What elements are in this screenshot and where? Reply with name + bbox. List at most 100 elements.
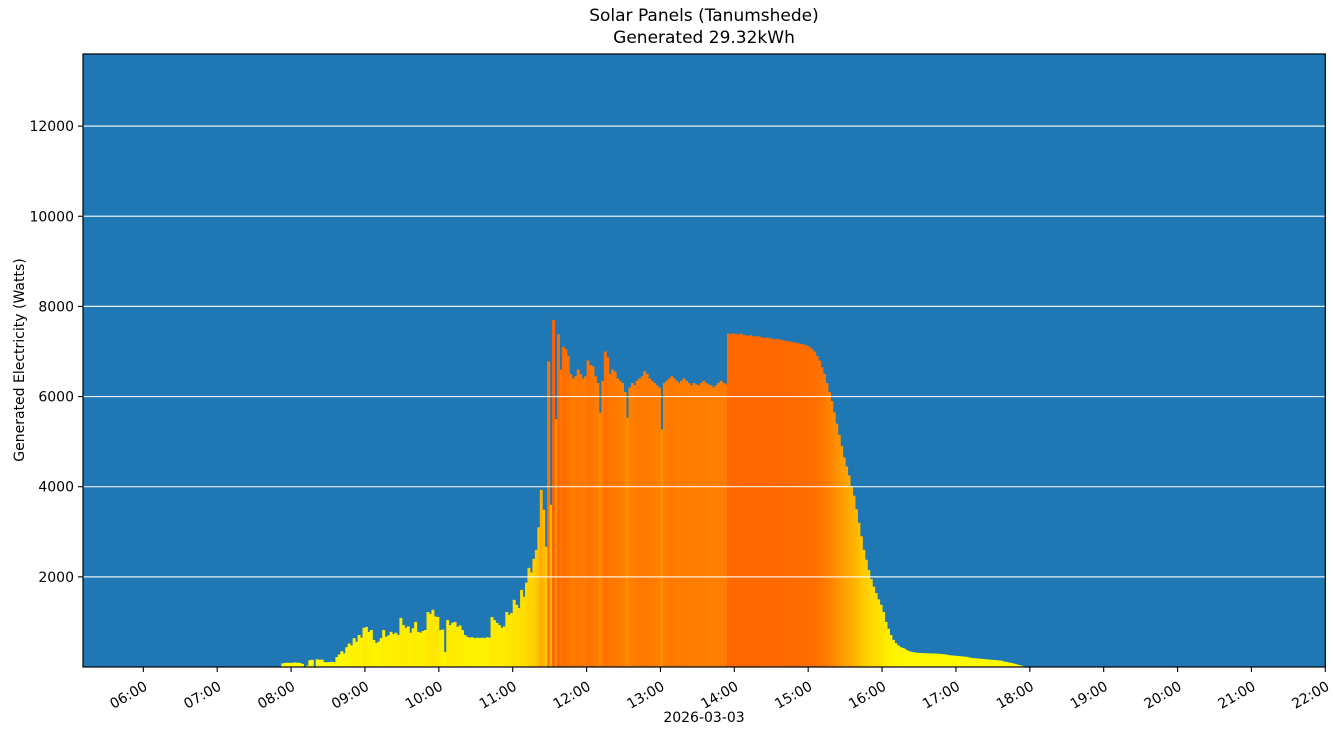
bar — [579, 374, 583, 667]
bar — [862, 549, 866, 667]
bar — [495, 622, 499, 667]
bar — [859, 536, 863, 667]
bar — [761, 337, 765, 667]
bar — [569, 374, 573, 667]
bar — [409, 632, 413, 667]
bar — [520, 589, 524, 667]
bar — [416, 631, 420, 667]
bar — [463, 635, 467, 667]
gridlines — [83, 125, 1326, 578]
bar — [645, 374, 649, 667]
bar — [758, 337, 762, 667]
bar — [882, 612, 886, 667]
bar — [586, 360, 590, 667]
bar — [497, 625, 501, 667]
bar — [525, 582, 528, 667]
bar — [827, 392, 831, 667]
x-axis-ticks: 06:00 07:00 08:00 09:00 10:00 11:00 12:00 13:00… — [107, 667, 1332, 713]
bar — [507, 614, 511, 667]
bar — [980, 658, 984, 667]
bar — [818, 360, 821, 667]
bar — [911, 652, 915, 667]
bar — [909, 651, 913, 667]
bar — [1000, 660, 1004, 667]
bar — [561, 346, 565, 667]
bar — [377, 641, 381, 667]
bar — [973, 658, 977, 667]
bar — [549, 504, 553, 667]
bar — [822, 374, 826, 667]
bar — [438, 630, 442, 667]
bar — [677, 383, 681, 667]
bar — [522, 596, 526, 667]
bar — [350, 645, 354, 667]
bar — [896, 645, 900, 667]
bar — [406, 626, 410, 667]
bar — [392, 634, 395, 667]
chart-title-line2: Generated 29.32kWh — [613, 28, 795, 48]
bar — [493, 620, 496, 667]
x-tick-label: 10:00 — [403, 679, 446, 713]
bar — [899, 647, 903, 667]
bar — [788, 341, 792, 667]
bar — [975, 658, 979, 667]
bar — [682, 378, 686, 667]
bar — [527, 567, 531, 667]
bar — [596, 383, 600, 667]
bar — [564, 349, 568, 667]
y-tick-label: 8000 — [38, 299, 74, 315]
bar — [749, 335, 753, 667]
bar — [815, 355, 819, 667]
bar — [694, 384, 698, 667]
bar — [443, 652, 447, 667]
bar — [399, 617, 403, 667]
x-tick-label: 08:00 — [255, 679, 298, 713]
bar — [554, 419, 558, 667]
bar — [332, 662, 336, 667]
bar — [931, 653, 935, 667]
bar — [835, 423, 839, 667]
bar — [803, 344, 807, 667]
bar — [869, 579, 873, 667]
bar — [490, 616, 494, 667]
bar — [901, 648, 905, 667]
bar — [1019, 665, 1023, 667]
bar — [879, 604, 883, 667]
bar — [441, 629, 445, 667]
bar — [532, 558, 536, 667]
bar — [776, 338, 780, 667]
bar — [337, 654, 341, 667]
bar — [813, 351, 817, 667]
bar — [310, 659, 314, 667]
bar — [840, 446, 844, 667]
bar — [968, 657, 972, 667]
bar — [374, 643, 378, 667]
bar — [480, 637, 484, 667]
x-tick-label: 11:00 — [477, 679, 520, 713]
x-tick-label: 09:00 — [329, 679, 372, 713]
bar — [318, 659, 322, 667]
bar — [616, 378, 620, 667]
bar — [468, 637, 472, 667]
bar — [458, 625, 462, 667]
bar — [628, 387, 632, 667]
bar — [662, 383, 666, 667]
bar — [296, 662, 299, 667]
bar — [953, 655, 957, 667]
bar — [923, 653, 927, 667]
bar — [340, 651, 344, 667]
bar — [288, 662, 292, 667]
bar — [411, 628, 415, 667]
bar — [793, 342, 797, 667]
bar — [465, 636, 469, 667]
bar — [384, 636, 388, 667]
y-axis-ticks: 2000 4000 6000 8000 10000 12000 — [29, 119, 83, 586]
bar — [672, 378, 676, 667]
bar — [544, 546, 548, 667]
bar — [731, 333, 735, 667]
bar — [889, 635, 893, 667]
bar — [847, 475, 851, 667]
bar — [685, 380, 689, 667]
bar — [1017, 664, 1021, 667]
